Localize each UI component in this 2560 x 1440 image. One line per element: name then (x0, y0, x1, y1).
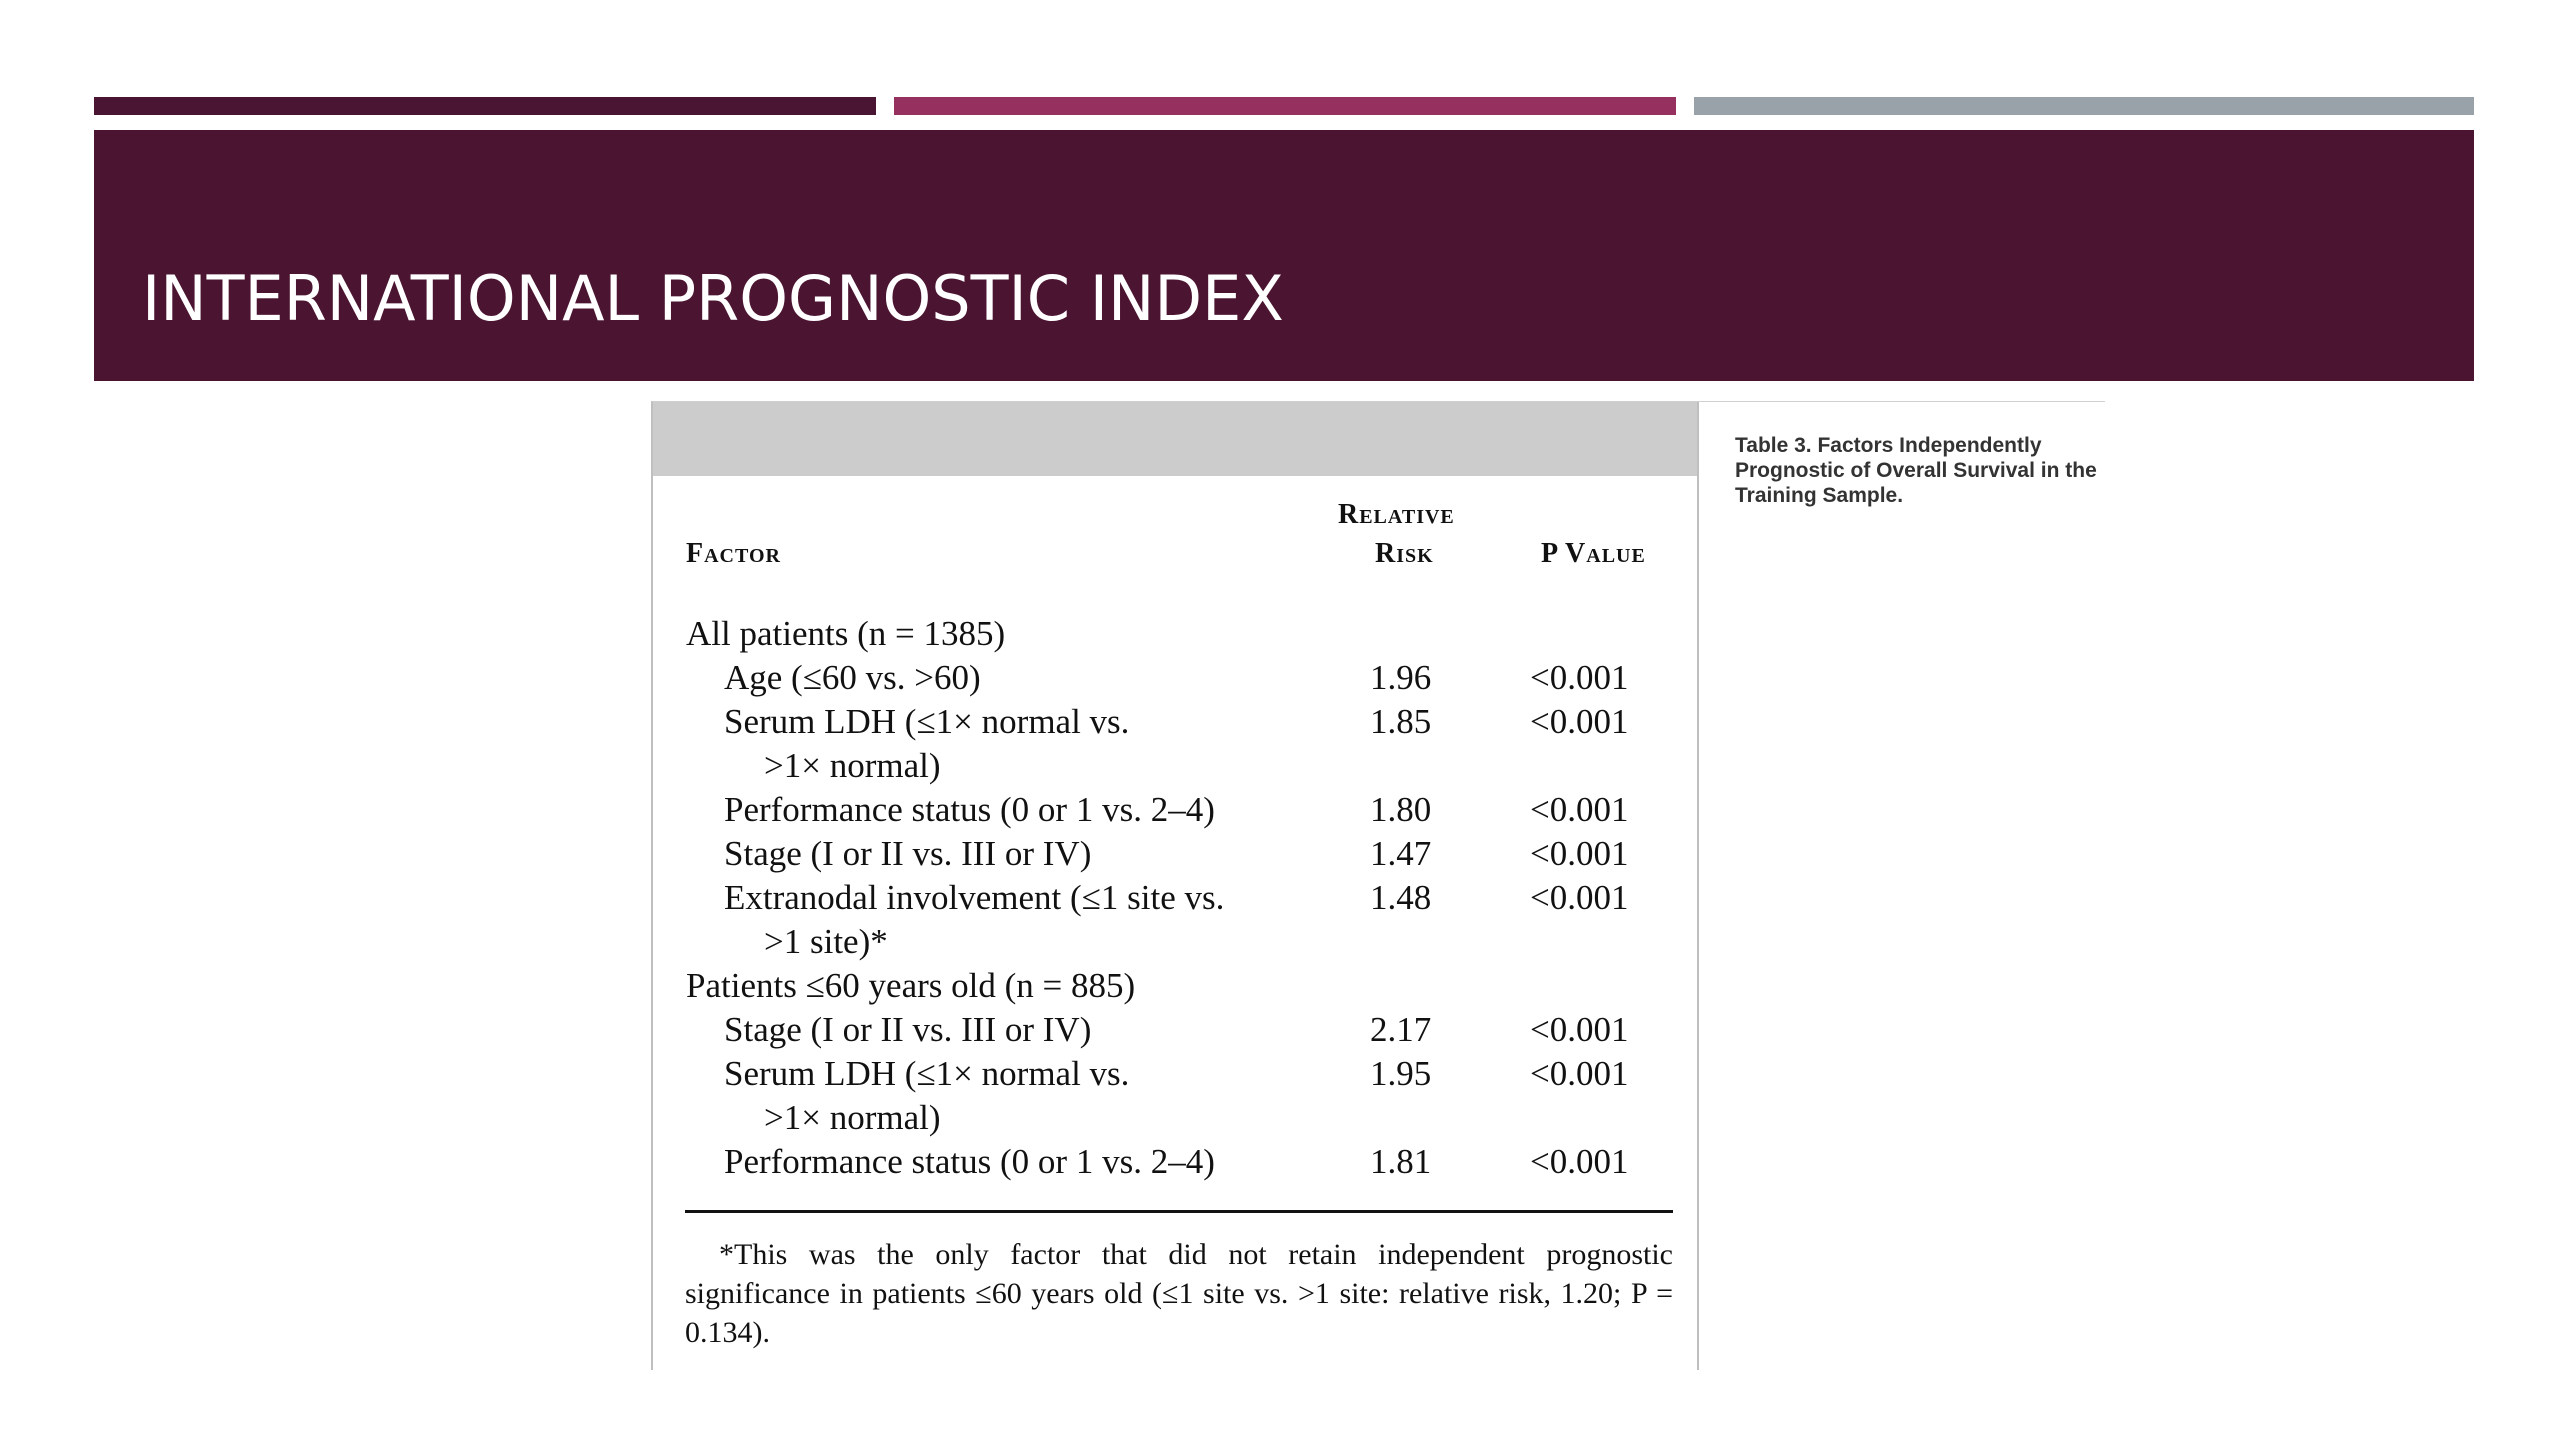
factor-cell: Age (≤60 vs. >60) (724, 658, 981, 697)
column-header-relative: Relative (1338, 499, 1455, 530)
table-row: Stage (I or II vs. III or IV) 2.17 <0.00… (653, 1010, 1697, 1054)
table-row: >1 site)* (653, 922, 1697, 966)
p-value-cell: <0.001 (1530, 1054, 1629, 1093)
factor-cell: >1 site)* (764, 922, 888, 961)
relative-risk-cell: 1.95 (1370, 1054, 1432, 1093)
table-row: Age (≤60 vs. >60) 1.96 <0.001 (653, 658, 1697, 702)
column-header-factor: Factor (686, 538, 781, 569)
table-row: All patients (n = 1385) (653, 614, 1697, 658)
table-row: Serum LDH (≤1× normal vs. 1.85 <0.001 (653, 702, 1697, 746)
table-row: Patients ≤60 years old (n = 885) (653, 966, 1697, 1010)
p-value-cell: <0.001 (1530, 1010, 1629, 1049)
table-row: Performance status (0 or 1 vs. 2–4) 1.81… (653, 1142, 1697, 1186)
table-row: Serum LDH (≤1× normal vs. 1.95 <0.001 (653, 1054, 1697, 1098)
table-header-strip (653, 402, 1697, 476)
table-footnote: *This was the only factor that did not r… (685, 1238, 1673, 1349)
p-value-cell: <0.001 (1530, 834, 1629, 873)
p-value-cell: <0.001 (1530, 658, 1629, 697)
factor-cell: >1× normal) (764, 746, 941, 785)
relative-risk-cell: 1.47 (1370, 834, 1432, 873)
table-image: Factor Relative Risk P Value All patient… (651, 401, 1699, 1370)
column-header-p-value: P Value (1541, 538, 1646, 569)
factor-cell: >1× normal) (764, 1098, 941, 1137)
table-row: >1× normal) (653, 746, 1697, 790)
accent-bar-gray (1694, 97, 2474, 115)
relative-risk-cell: 1.81 (1370, 1142, 1432, 1181)
relative-risk-cell: 2.17 (1370, 1010, 1432, 1049)
factor-cell: Patients ≤60 years old (n = 885) (686, 966, 1136, 1005)
factor-cell: Performance status (0 or 1 vs. 2–4) (724, 790, 1215, 829)
relative-risk-cell: 1.85 (1370, 702, 1432, 741)
p-value-cell: <0.001 (1530, 790, 1629, 829)
table-bottom-rule (685, 1210, 1673, 1213)
accent-bar-magenta (894, 97, 1676, 115)
relative-risk-cell: 1.96 (1370, 658, 1432, 697)
relative-risk-cell: 1.80 (1370, 790, 1432, 829)
table-row: Stage (I or II vs. III or IV) 1.47 <0.00… (653, 834, 1697, 878)
factor-cell: Stage (I or II vs. III or IV) (724, 1010, 1092, 1049)
caption-divider (1697, 401, 2105, 402)
column-header-risk: Risk (1375, 538, 1434, 569)
factor-cell: Extranodal involvement (≤1 site vs. (724, 878, 1225, 917)
p-value-cell: <0.001 (1530, 878, 1629, 917)
factor-cell: Serum LDH (≤1× normal vs. (724, 1054, 1130, 1093)
table-row: >1× normal) (653, 1098, 1697, 1142)
factor-cell: Performance status (0 or 1 vs. 2–4) (724, 1142, 1215, 1181)
slide-title: INTERNATIONAL PROGNOSTIC INDEX (142, 262, 1284, 335)
title-band: INTERNATIONAL PROGNOSTIC INDEX (94, 130, 2474, 381)
p-value-cell: <0.001 (1530, 702, 1629, 741)
table-row: Performance status (0 or 1 vs. 2–4) 1.80… (653, 790, 1697, 834)
factor-cell: Serum LDH (≤1× normal vs. (724, 702, 1130, 741)
p-value-cell: <0.001 (1530, 1142, 1629, 1181)
factor-cell: All patients (n = 1385) (686, 614, 1006, 653)
accent-bar-dark (94, 97, 876, 115)
relative-risk-cell: 1.48 (1370, 878, 1432, 917)
table-caption: Table 3. Factors Independently Prognosti… (1735, 434, 2097, 507)
factor-cell: Stage (I or II vs. III or IV) (724, 834, 1092, 873)
table-row: Extranodal involvement (≤1 site vs. 1.48… (653, 878, 1697, 922)
